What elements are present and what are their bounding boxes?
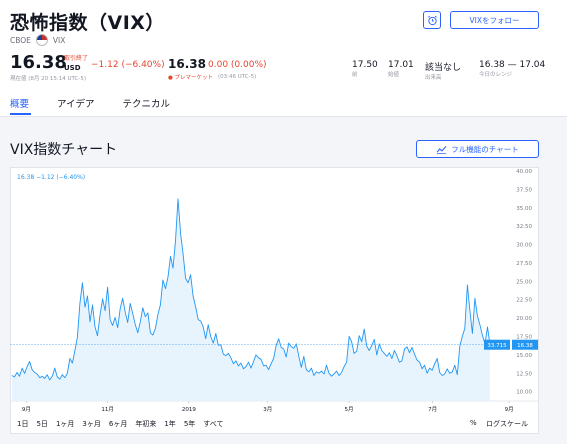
cursor-value-text: 33.715 [487, 343, 507, 349]
range-5d[interactable]: 5日 [36, 420, 48, 428]
tab-divider [0, 116, 567, 117]
vix-area-chart[interactable]: 10.00 12.50 15.00 17.50 20.00 22.50 25.00 27.50… [10, 167, 539, 417]
range-5y[interactable]: 5年 [183, 420, 196, 428]
active-tab-indicator [10, 113, 31, 115]
stat-label: 出来高 [425, 75, 442, 81]
last-value-text: 16.38 [517, 343, 533, 349]
series-line [11, 198, 491, 381]
tab-technicals[interactable]: テクニカル [122, 99, 171, 110]
stat-value: 16.38 — 17.04 [479, 60, 546, 70]
stat-label: 今日のレンジ [479, 72, 513, 78]
x-tick-label: 11月 [101, 406, 114, 413]
range-1m[interactable]: 1ヶ月 [55, 420, 75, 428]
x-tick-label: 9月 [22, 406, 31, 413]
x-tick-label: 9月 [505, 406, 514, 413]
chart-line-icon [436, 145, 447, 154]
stat-day-range: 16.38 — 17.04 今日のレンジ [479, 60, 545, 78]
y-tick-label: 17.50 [516, 334, 532, 340]
range-all[interactable]: すべて [203, 420, 224, 428]
premarket-label: ● プレマーケット [168, 75, 214, 81]
last-price: 16.38 [10, 52, 67, 73]
range-6m[interactable]: 6ヶ月 [108, 420, 128, 428]
last-value-badge [512, 339, 538, 350]
stat-label: 前 [352, 72, 358, 78]
y-tick-label: 27.50 [516, 261, 532, 267]
x-tick-label: 5月 [344, 406, 353, 413]
stat-value: 17.01 [388, 60, 414, 70]
y-tick-label: 32.50 [516, 224, 532, 230]
log-scale-toggle[interactable]: ログスケール [486, 420, 528, 428]
symbol-label: VIX [52, 35, 66, 45]
y-tick-label: 37.50 [516, 187, 532, 193]
x-tick-label: 3月 [263, 406, 272, 413]
page-title: 恐怖指数（VIX） [10, 12, 165, 34]
market-status: 取引終了 [64, 55, 89, 62]
chart-legend: 16.38 −1.12 (−6.40%) [17, 174, 86, 181]
y-tick-label: 40.00 [516, 169, 532, 175]
y-tick-label: 35.00 [516, 206, 532, 212]
cursor-value-badge [484, 339, 510, 350]
stat-volume: 該当なし 出来高 [425, 60, 461, 81]
tab-overview[interactable]: 概要 [10, 99, 30, 110]
y-tick-label: 30.00 [516, 243, 532, 249]
stat-label: 始値 [388, 72, 400, 78]
tab-ideas[interactable]: アイデア [57, 99, 95, 110]
exchange-line: CBOE VIX [10, 34, 65, 46]
range-1y[interactable]: 1年 [164, 420, 176, 428]
exchange-label: CBOE [10, 35, 31, 45]
full-chart-label: フル機能のチャート [451, 144, 519, 154]
stat-prev-close: 17.50 前 [352, 60, 378, 78]
tab-bar: 概要 アイデア テクニカル [10, 96, 198, 110]
y-tick-label: 20.00 [516, 316, 532, 322]
alert-button[interactable] [423, 11, 441, 29]
full-chart-button[interactable]: フル機能のチャート [416, 140, 539, 158]
currency-label: USD [64, 64, 81, 72]
us-flag-icon [35, 34, 48, 46]
premarket-timestamp: (03:46 UTC-5) [218, 74, 257, 80]
y-tick-label: 25.00 [516, 279, 532, 285]
x-tick-label: 7月 [428, 406, 437, 413]
y-tick-label: 15.00 [516, 353, 532, 359]
range-ytd[interactable]: 年初来 [135, 420, 157, 428]
x-tick-label: 2019 [182, 407, 196, 413]
stat-open: 17.01 始値 [388, 60, 414, 78]
premarket-price: 16.38 [168, 57, 206, 71]
stat-value: 17.50 [352, 60, 378, 70]
range-selector: 1日 5日 1ヶ月 3ヶ月 6ヶ月 年初来 1年 5年 すべて [17, 419, 232, 429]
series-area-fill [12, 198, 490, 401]
percent-scale-toggle[interactable]: % [470, 419, 477, 427]
range-3m[interactable]: 3ヶ月 [82, 420, 101, 428]
premarket-change: 0.00 (0.00%) [208, 60, 267, 70]
range-1d[interactable]: 1日 [17, 420, 29, 428]
stat-value: 該当なし [425, 63, 462, 73]
alarm-clock-icon [427, 15, 437, 25]
follow-button[interactable]: VIXをフォロー [450, 11, 539, 29]
price-change: −1.12 (−6.40%) [91, 60, 165, 70]
price-timestamp: 現在値 (8月 20 15:14 UTC-5) [10, 76, 87, 82]
chart-section-title: VIX指数チャート [10, 142, 118, 158]
y-tick-label: 22.50 [516, 298, 532, 304]
y-tick-label: 10.00 [516, 390, 532, 396]
y-tick-label: 12.50 [516, 371, 532, 377]
